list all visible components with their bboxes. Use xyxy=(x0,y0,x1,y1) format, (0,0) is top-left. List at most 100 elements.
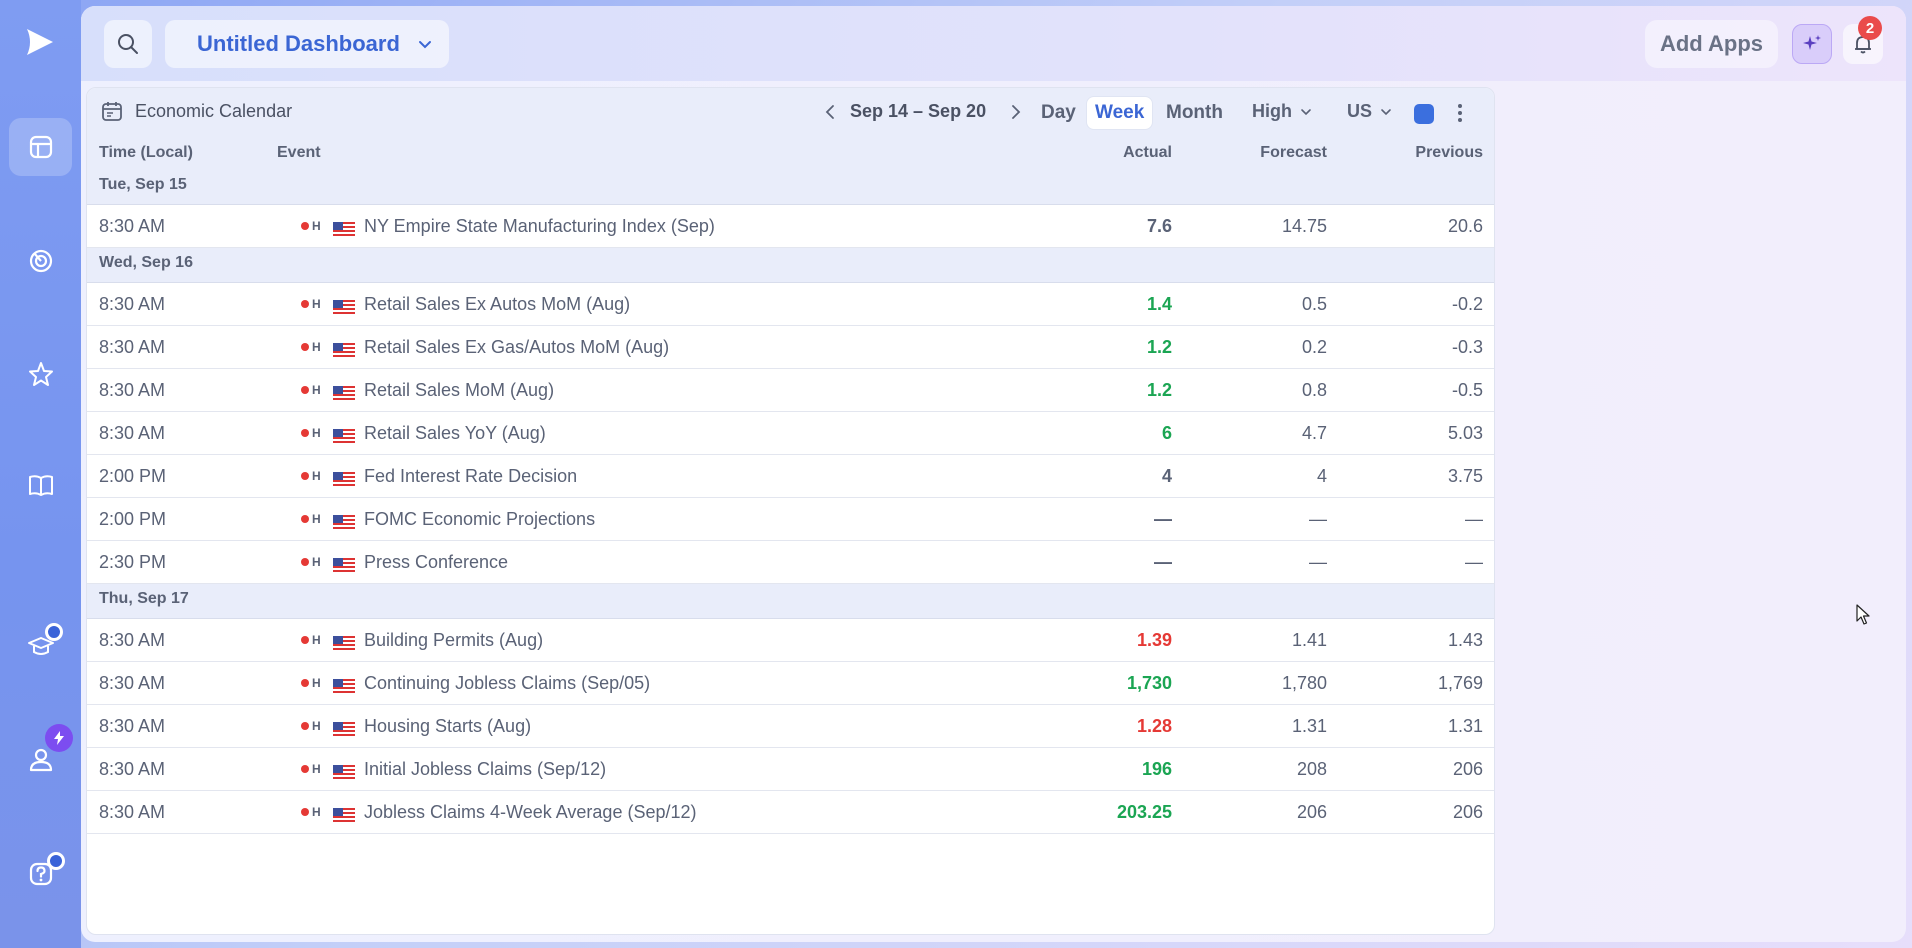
more-options-icon[interactable] xyxy=(1456,102,1464,124)
event-previous: — xyxy=(1465,552,1483,572)
event-time: 8:30 AM xyxy=(99,716,166,736)
column-header-event[interactable]: Event xyxy=(277,144,321,161)
importance-indicator: H xyxy=(301,676,321,690)
search-button[interactable] xyxy=(104,20,152,68)
graduation-cap-icon xyxy=(27,637,54,655)
economic-calendar-widget: Economic Calendar Sep 14 – Sep 20 Day We… xyxy=(86,87,1495,935)
event-actual: 1.39 xyxy=(1136,630,1172,650)
date-range-label[interactable]: Sep 14 – Sep 20 xyxy=(850,101,987,121)
importance-dot-icon xyxy=(301,515,309,523)
event-name: NY Empire State Manufacturing Index (Sep… xyxy=(364,216,715,236)
us-flag-icon xyxy=(333,720,355,736)
event-time: 2:30 PM xyxy=(99,552,167,572)
day-group-header: Thu, Sep 17 xyxy=(87,584,1494,619)
table-row[interactable]: 8:30 AM H Jobless Claims 4-Week Average (S… xyxy=(87,791,1494,834)
importance-level: H xyxy=(312,383,321,397)
importance-indicator: H xyxy=(301,555,321,569)
sidebar-item-dashboard[interactable] xyxy=(9,118,72,176)
table-row[interactable]: 8:30 AM H NY Empire State Manufacturing In… xyxy=(87,205,1494,248)
event-previous: -0.5 xyxy=(1451,380,1483,400)
table-row[interactable]: 2:30 PM H Press Conference — — — xyxy=(87,541,1494,584)
tab-month[interactable]: Month xyxy=(1166,102,1223,123)
importance-level: H xyxy=(312,633,321,647)
event-name: Initial Jobless Claims (Sep/12) xyxy=(364,759,607,779)
table-row[interactable]: 8:30 AM H Continuing Jobless Claims (Sep/0… xyxy=(87,662,1494,705)
widget-header: Economic Calendar Sep 14 – Sep 20 Day We… xyxy=(87,88,1494,138)
importance-filter-dropdown[interactable]: High xyxy=(1252,101,1312,122)
event-time: 8:30 AM xyxy=(99,759,166,779)
event-actual: 7.6 xyxy=(1146,216,1172,236)
country-filter-dropdown[interactable]: US xyxy=(1347,101,1392,122)
importance-indicator: H xyxy=(301,469,321,483)
column-header-time[interactable]: Time (Local) xyxy=(99,144,193,161)
app-logo-icon[interactable] xyxy=(24,26,56,58)
table-row[interactable]: 8:30 AM H Housing Starts (Aug) 1.28 1.31 1.31 xyxy=(87,705,1494,748)
table-row[interactable]: 8:30 AM H Retail Sales Ex Gas/Autos MoM (A… xyxy=(87,326,1494,369)
column-header-actual[interactable]: Actual xyxy=(1123,144,1172,161)
event-name: Jobless Claims 4-Week Average (Sep/12) xyxy=(364,802,697,822)
tab-week[interactable]: Week xyxy=(1087,97,1153,129)
table-row[interactable]: 2:00 PM H Fed Interest Rate Decision 4 4 3.75 xyxy=(87,455,1494,498)
sparkle-icon xyxy=(1803,35,1821,50)
us-flag-icon xyxy=(333,677,355,693)
event-actual: 1.4 xyxy=(1146,294,1172,314)
sidebar-item-account[interactable] xyxy=(9,730,72,788)
table-row[interactable]: 8:30 AM H Building Permits (Aug) 1.39 1.41 1.… xyxy=(87,619,1494,662)
event-time: 8:30 AM xyxy=(99,380,166,400)
table-row[interactable]: 8:30 AM H Retail Sales MoM (Aug) 1.2 0.8 -0.5 xyxy=(87,369,1494,412)
event-time: 8:30 AM xyxy=(99,216,166,236)
event-forecast: — xyxy=(1309,552,1327,572)
column-header-forecast[interactable]: Forecast xyxy=(1260,144,1327,161)
event-name: Building Permits (Aug) xyxy=(364,630,544,650)
add-apps-button[interactable]: Add Apps xyxy=(1645,20,1778,68)
chevron-right-icon[interactable] xyxy=(1007,102,1025,122)
importance-dot-icon xyxy=(301,636,309,644)
event-name: FOMC Economic Projections xyxy=(364,509,596,529)
importance-dot-icon xyxy=(301,558,309,566)
events-table-body: Tue, Sep 15 8:30 AM H NY Empire State Manuf… xyxy=(87,170,1494,834)
sidebar-item-learn[interactable] xyxy=(9,617,72,675)
importance-indicator: H xyxy=(301,512,321,526)
us-flag-icon xyxy=(333,220,355,236)
event-forecast: 1,780 xyxy=(1281,673,1327,693)
day-group-header: Wed, Sep 16 xyxy=(87,248,1494,283)
sidebar-item-radar[interactable] xyxy=(9,232,72,290)
dashboard-name: Untitled Dashboard xyxy=(197,31,400,56)
sidebar-item-favorites[interactable] xyxy=(9,345,72,403)
us-flag-icon xyxy=(333,556,355,572)
event-time: 8:30 AM xyxy=(99,630,166,650)
event-actual: 203.25 xyxy=(1116,802,1172,822)
table-row[interactable]: 8:30 AM H Initial Jobless Claims (Sep/12) 1… xyxy=(87,748,1494,791)
tab-day[interactable]: Day xyxy=(1041,102,1076,123)
us-flag-icon xyxy=(333,806,355,822)
main-panel: Untitled Dashboard Add Apps 2 Economic C… xyxy=(81,6,1906,942)
event-name: Housing Starts (Aug) xyxy=(364,716,532,736)
event-name: Retail Sales MoM (Aug) xyxy=(364,380,555,400)
table-row[interactable]: 2:00 PM H FOMC Economic Projections — — — xyxy=(87,498,1494,541)
widget-color-swatch[interactable] xyxy=(1414,104,1434,124)
search-icon xyxy=(118,34,138,54)
sidebar-item-library[interactable] xyxy=(9,456,72,514)
sidebar-item-help[interactable] xyxy=(9,845,72,903)
day-group-header: Tue, Sep 15 xyxy=(87,170,1494,205)
event-forecast: 14.75 xyxy=(1281,216,1327,236)
column-header-previous[interactable]: Previous xyxy=(1415,144,1483,161)
importance-level: H xyxy=(312,297,321,311)
help-icon xyxy=(29,862,52,886)
event-previous: -0.2 xyxy=(1451,294,1483,314)
event-forecast: 4 xyxy=(1316,466,1327,486)
chevron-left-icon[interactable] xyxy=(821,102,839,122)
event-actual: 6 xyxy=(1161,423,1172,443)
importance-indicator: H xyxy=(301,719,321,733)
us-flag-icon xyxy=(333,384,355,400)
chevron-down-icon xyxy=(1301,108,1311,115)
table-row[interactable]: 8:30 AM H Retail Sales YoY (Aug) 6 4.7 5.03 xyxy=(87,412,1494,455)
importance-dot-icon xyxy=(301,808,309,816)
ai-assistant-button[interactable] xyxy=(1792,24,1832,64)
event-previous: 206 xyxy=(1452,802,1483,822)
event-time: 8:30 AM xyxy=(99,802,166,822)
dashboard-selector[interactable]: Untitled Dashboard xyxy=(165,20,449,68)
importance-level: H xyxy=(312,219,321,233)
help-notification-dot xyxy=(47,852,65,870)
table-row[interactable]: 8:30 AM H Retail Sales Ex Autos MoM (Aug) 1… xyxy=(87,283,1494,326)
